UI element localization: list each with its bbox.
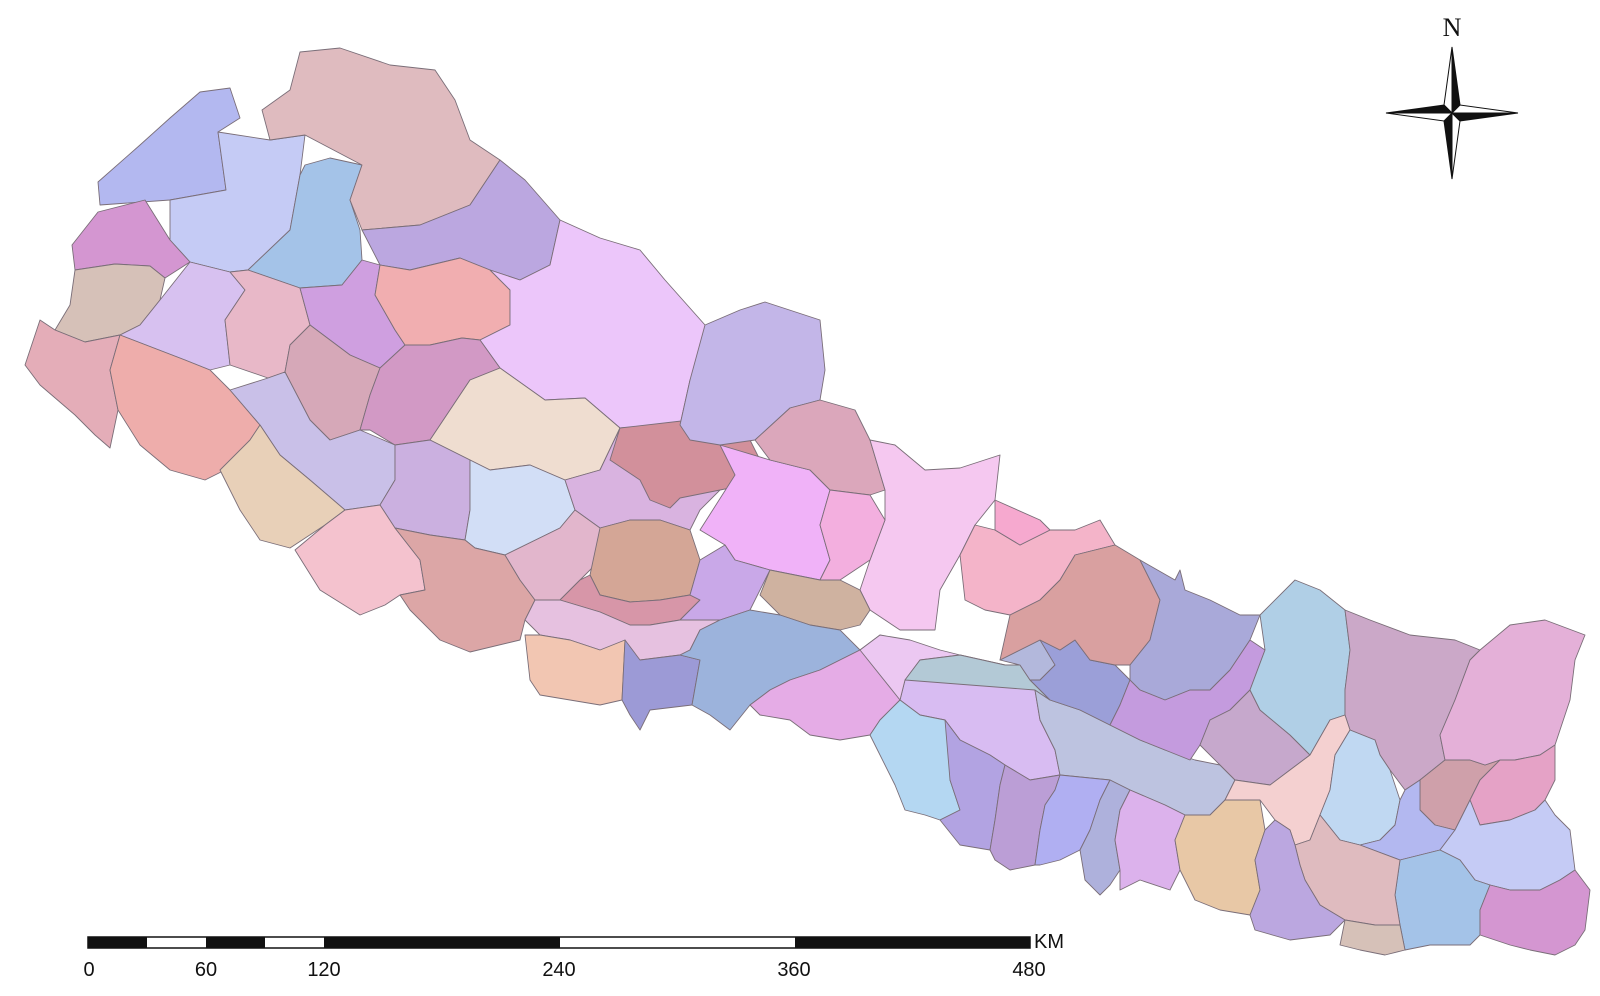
- scale-tick-label: 0: [83, 959, 94, 981]
- north-label: N: [1443, 13, 1462, 42]
- district-polygons: [24, 47, 1591, 956]
- district-polygon: [1114, 789, 1186, 891]
- scale-tick-label: 480: [1012, 959, 1045, 981]
- district-polygon: [504, 509, 601, 601]
- scale-tick-label: 60: [195, 959, 217, 981]
- scale-segment: [795, 937, 1030, 948]
- district-polygon: [994, 499, 1051, 546]
- scale-unit-label: KM: [1034, 931, 1064, 953]
- north-arrow-icon: [1385, 46, 1519, 180]
- scale-bar: [87, 936, 1031, 949]
- district-polygon: [1479, 869, 1591, 956]
- scale-segment: [88, 937, 147, 948]
- district-polygon: [621, 639, 701, 731]
- district-polygon: [1249, 819, 1346, 941]
- district-polygon: [1339, 919, 1406, 956]
- district-polygon: [589, 519, 701, 603]
- district-polygon: [97, 87, 241, 206]
- district-polygon: [261, 47, 501, 231]
- scale-segment: [206, 937, 265, 948]
- district-polygon: [1439, 619, 1586, 766]
- scale-segment: [324, 937, 560, 948]
- scale-tick-label: 360: [777, 959, 810, 981]
- district-polygon: [394, 527, 536, 653]
- district-polygon: [1174, 799, 1266, 916]
- scale-tick-label: 240: [542, 959, 575, 981]
- district-polygon: [24, 319, 121, 449]
- scale-tick-label: 120: [307, 959, 340, 981]
